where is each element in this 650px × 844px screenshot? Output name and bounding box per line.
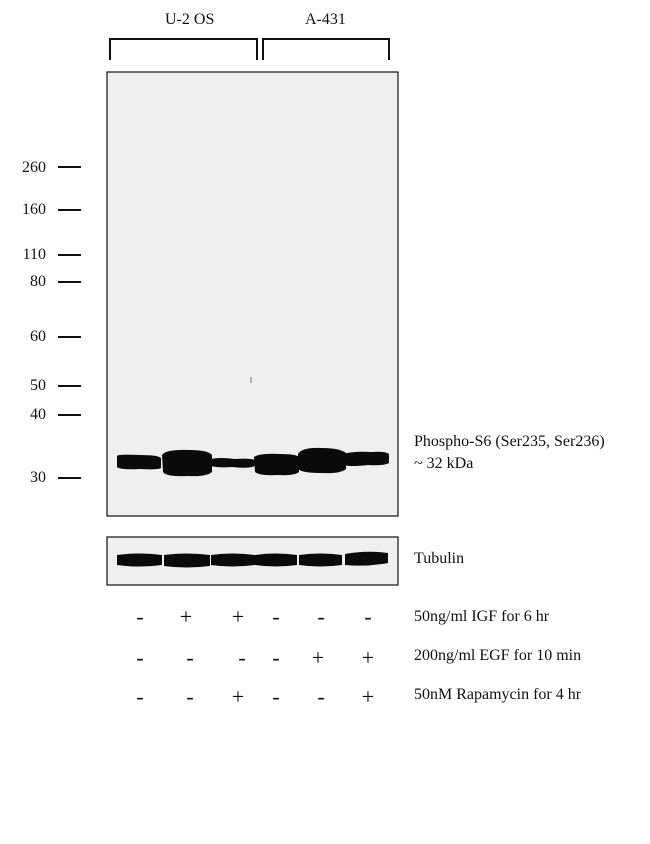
tubulin-band-lane-6	[345, 551, 388, 566]
treatment-sign: -	[186, 645, 194, 670]
loading-control-label: Tubulin	[414, 550, 465, 567]
band-lane-1	[117, 454, 161, 470]
mw-label: 260	[22, 159, 46, 176]
main-blot-panel	[106, 71, 399, 517]
band-lane-2	[162, 449, 212, 477]
mw-label: 30	[30, 469, 46, 486]
mw-label: 80	[30, 273, 46, 290]
mw-label: 160	[22, 201, 46, 218]
mw-tick	[58, 414, 81, 416]
mw-tick	[58, 209, 81, 211]
cell-line-label-u2os: U-2 OS	[165, 11, 215, 28]
bracket-a431	[262, 38, 390, 60]
treatment-sign: -	[272, 604, 280, 629]
band-lane-3	[211, 458, 255, 468]
mw-tick	[58, 336, 81, 338]
mw-label: 60	[30, 328, 46, 345]
treatment-sign: -	[186, 684, 194, 709]
mw-tick	[58, 281, 81, 283]
mw-label: 40	[30, 406, 46, 423]
mw-tick	[58, 166, 81, 168]
treatment-sign: +	[231, 684, 245, 709]
mw-tick	[58, 477, 81, 479]
cell-line-label-a431: A-431	[305, 11, 346, 28]
tubulin-band-lane-4	[255, 553, 297, 567]
treatment-sign: +	[179, 604, 193, 629]
treatment-label: 200ng/ml EGF for 10 min	[414, 647, 582, 664]
mw-tick	[58, 385, 81, 387]
band-lane-6	[344, 451, 389, 466]
treatment-sign: -	[136, 684, 144, 709]
treatment-sign: -	[238, 645, 246, 670]
target-band-label: Phospho-S6 (Ser235, Ser236)	[414, 433, 605, 450]
mw-label: 50	[30, 377, 46, 394]
tubulin-band-lane-1	[117, 553, 162, 567]
treatment-sign: -	[136, 645, 144, 670]
bracket-u2os	[109, 38, 258, 60]
treatment-sign: -	[136, 604, 144, 629]
band-lane-4	[254, 453, 299, 476]
treatment-sign: -	[317, 604, 325, 629]
treatment-sign: -	[364, 604, 372, 629]
treatment-sign: +	[361, 645, 375, 670]
treatment-sign: -	[317, 684, 325, 709]
target-size-label: ~ 32 kDa	[414, 455, 474, 472]
tubulin-bands	[117, 551, 388, 568]
treatment-sign: +	[311, 645, 325, 670]
treatment-label: 50ng/ml IGF for 6 hr	[414, 608, 550, 625]
treatment-sign: -	[272, 645, 280, 670]
tubulin-band-lane-3	[211, 553, 255, 567]
tubulin-band-lane-5	[299, 553, 342, 567]
tubulin-band-lane-2	[164, 553, 210, 568]
treatment-sign: +	[361, 684, 375, 709]
treatment-label: 50nM Rapamycin for 4 hr	[414, 686, 582, 703]
treatment-sign: -	[272, 684, 280, 709]
mw-label: 110	[22, 246, 46, 263]
band-lane-5	[298, 447, 346, 474]
phospho-s6-bands	[117, 447, 389, 477]
treatment-sign: +	[231, 604, 245, 629]
mw-tick	[58, 254, 81, 256]
